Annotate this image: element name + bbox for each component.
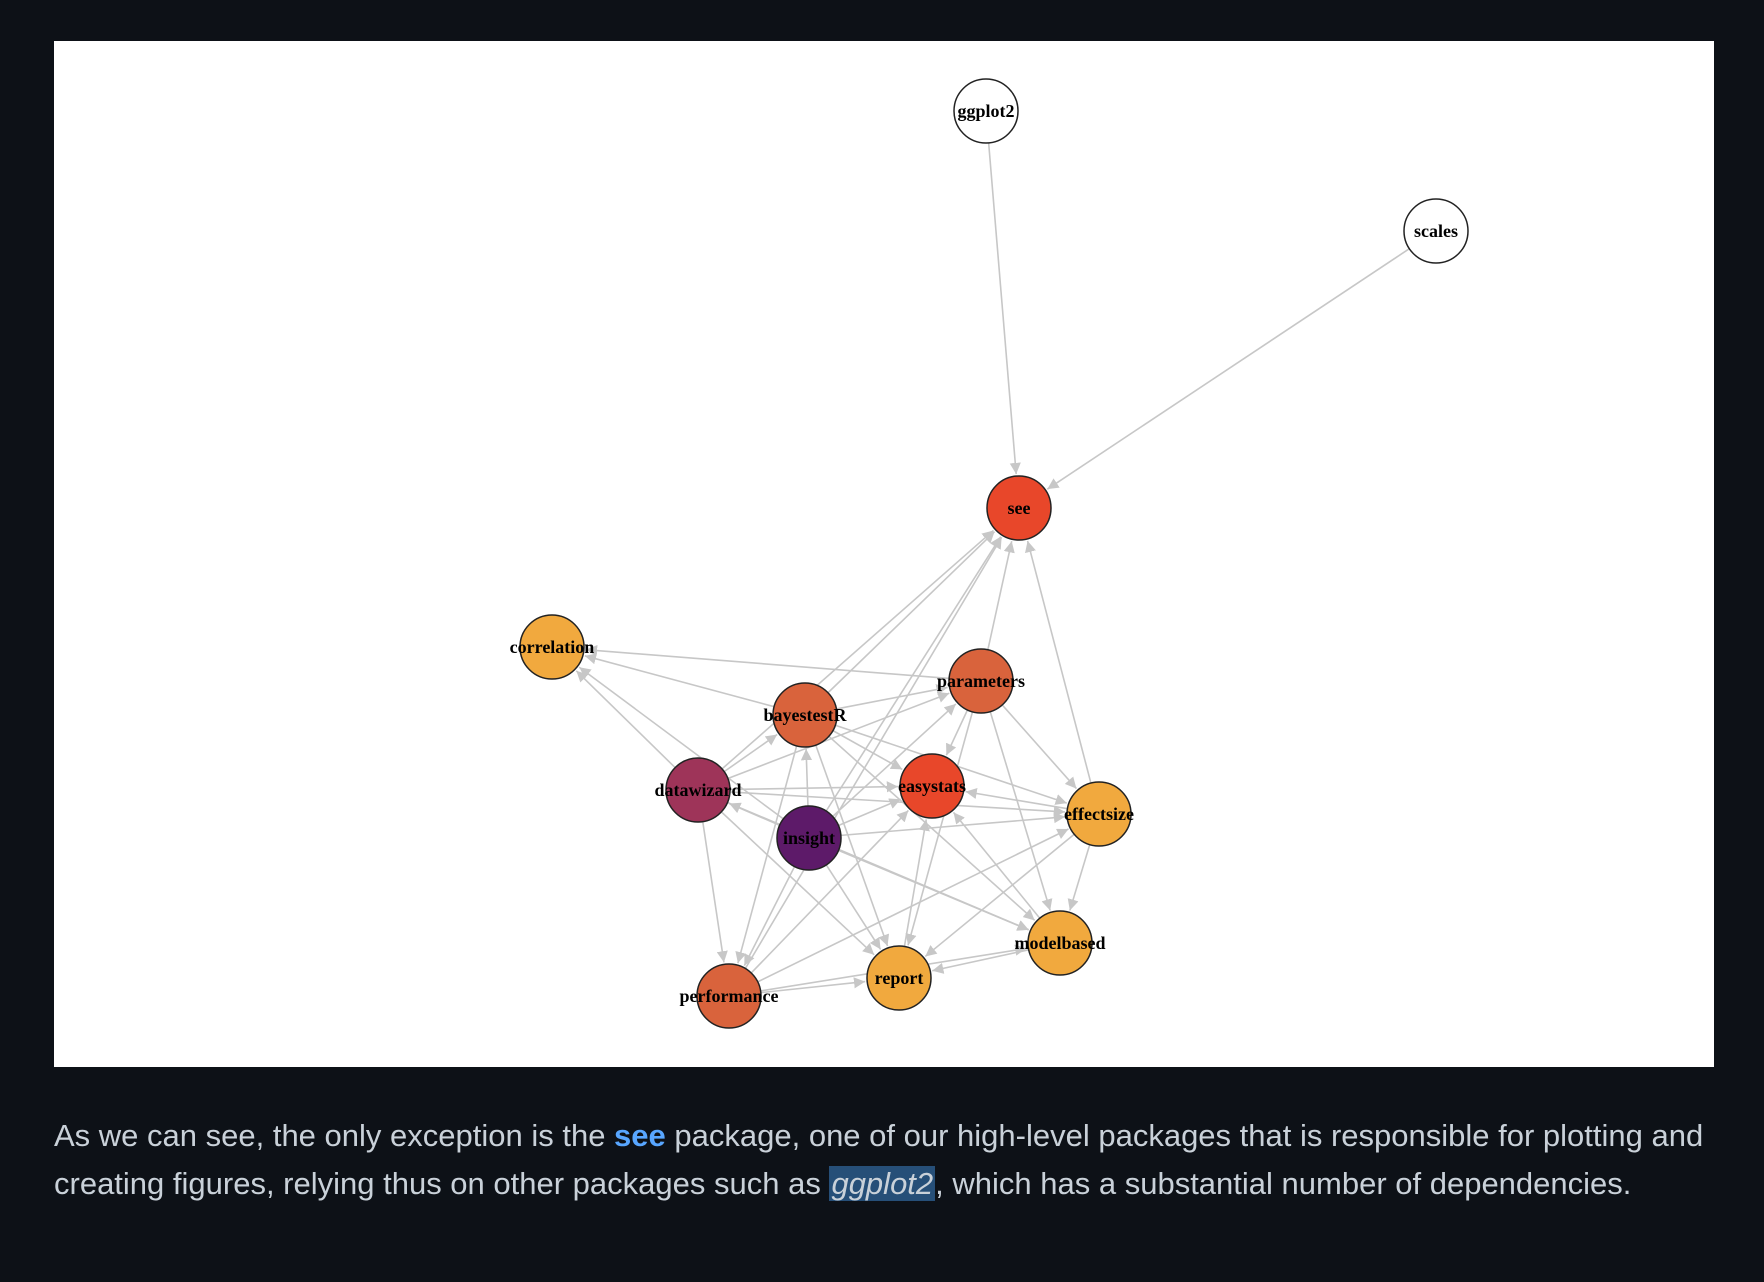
node-insight: insight bbox=[776, 805, 842, 871]
graph-edges bbox=[575, 142, 1410, 994]
node-circle-parameters bbox=[948, 648, 1014, 714]
edge-modelbased-to-easystats bbox=[952, 811, 1041, 919]
ggplot2-emphasis: ggplot2 bbox=[829, 1166, 936, 1201]
body-paragraph: As we can see, the only exception is the… bbox=[54, 1112, 1714, 1208]
edge-parameters-to-modelbased bbox=[989, 711, 1053, 911]
node-circle-bayestestR bbox=[772, 682, 838, 748]
edge-datawizard-to-bayestestR bbox=[723, 733, 778, 773]
node-circle-insight bbox=[776, 805, 842, 871]
node-label-modelbased: modelbased bbox=[1014, 933, 1105, 953]
node-label-datawizard: datawizard bbox=[655, 780, 742, 800]
edge-insight-to-bayestestR bbox=[800, 748, 813, 807]
edge-datawizard-to-performance bbox=[701, 821, 728, 963]
node-label-insight: insight bbox=[783, 828, 835, 848]
edge-bayestestR-to-see bbox=[827, 531, 996, 694]
node-label-scales: scales bbox=[1414, 221, 1458, 241]
node-label-ggplot2: ggplot2 bbox=[957, 101, 1014, 121]
edge-datawizard-to-effectsize bbox=[729, 791, 1066, 817]
node-performance: performance bbox=[680, 963, 779, 1029]
node-circle-ggplot2 bbox=[953, 78, 1019, 144]
edge-scales-to-see bbox=[1046, 248, 1410, 490]
edge-performance-to-easystats bbox=[750, 809, 909, 974]
edge-performance-to-report bbox=[760, 977, 866, 994]
node-label-parameters: parameters bbox=[937, 671, 1025, 691]
edge-effectsize-to-report bbox=[924, 833, 1075, 958]
paragraph-text-middle: package, one of our high-level packages … bbox=[54, 1118, 1704, 1201]
dependency-graph-svg: ggplot2 scales see correlation parameters bay… bbox=[510, 78, 1469, 1029]
edge-performance-to-effectsize bbox=[757, 828, 1069, 983]
edge-bayestestR-to-modelbased bbox=[828, 735, 1036, 921]
node-report: report bbox=[866, 945, 932, 1011]
edge-insight-to-performance bbox=[743, 866, 796, 967]
edge-insight-to-effectsize bbox=[840, 812, 1066, 837]
edge-bayestestR-to-report bbox=[815, 744, 890, 947]
node-label-performance: performance bbox=[680, 986, 779, 1006]
edge-parameters-to-correlation bbox=[585, 644, 950, 680]
edge-effectsize-to-see bbox=[1025, 540, 1092, 784]
node-label-effectsize: effectsize bbox=[1064, 804, 1134, 824]
node-circle-modelbased bbox=[1027, 910, 1093, 976]
edge-datawizard-to-modelbased bbox=[727, 801, 1029, 931]
edge-effectsize-to-modelbased bbox=[1067, 844, 1091, 911]
edge-ggplot2-to-see bbox=[987, 142, 1021, 475]
node-ggplot2: ggplot2 bbox=[953, 78, 1019, 144]
node-circle-performance bbox=[696, 963, 762, 1029]
node-datawizard: datawizard bbox=[655, 757, 742, 823]
edge-datawizard-to-see bbox=[721, 529, 994, 770]
paragraph-text-start: As we can see, the only exception is the bbox=[54, 1118, 615, 1153]
node-circle-effectsize bbox=[1066, 781, 1132, 847]
node-parameters: parameters bbox=[937, 648, 1025, 714]
node-see: see bbox=[986, 475, 1052, 541]
node-circle-see bbox=[986, 475, 1052, 541]
node-label-bayestestR: bayestestR bbox=[764, 705, 848, 725]
edge-insight-to-easystats bbox=[838, 798, 901, 827]
node-circle-easystats bbox=[899, 753, 965, 819]
edge-parameters-to-see bbox=[987, 541, 1015, 650]
edge-insight-to-report bbox=[825, 864, 882, 950]
node-circle-datawizard bbox=[665, 757, 731, 823]
node-circle-report bbox=[866, 945, 932, 1011]
edge-datawizard-to-correlation bbox=[575, 670, 676, 769]
see-package-link[interactable]: see bbox=[614, 1118, 666, 1153]
node-circle-scales bbox=[1403, 198, 1469, 264]
graph-nodes: ggplot2 scales see correlation parameters bay… bbox=[510, 78, 1469, 1029]
edge-datawizard-to-report bbox=[720, 811, 875, 956]
dependency-graph-figure: ggplot2 scales see correlation parameters bay… bbox=[54, 41, 1714, 1067]
node-easystats: easystats bbox=[898, 753, 966, 819]
edge-insight-to-see bbox=[825, 536, 1002, 812]
edge-modelbased-to-report bbox=[932, 949, 1029, 974]
node-label-correlation: correlation bbox=[510, 637, 595, 657]
edge-parameters-to-effectsize bbox=[1001, 704, 1078, 790]
edge-parameters-to-report bbox=[905, 711, 974, 946]
edge-parameters-to-easystats bbox=[945, 709, 969, 756]
edge-bayestestR-to-parameters bbox=[836, 684, 948, 710]
edge-datawizard-to-easystats bbox=[729, 781, 899, 793]
node-circle-correlation bbox=[519, 614, 585, 680]
edge-bayestestR-to-easystats bbox=[832, 729, 903, 771]
edge-bayestestR-to-correlation bbox=[584, 653, 775, 708]
node-scales: scales bbox=[1403, 198, 1469, 264]
edge-datawizard-to-parameters bbox=[727, 692, 950, 780]
edge-bayestestR-to-performance bbox=[735, 745, 798, 964]
node-label-report: report bbox=[875, 968, 924, 988]
cut-off-text-line bbox=[54, 0, 1714, 18]
paragraph-text-end: , which has a substantial number of depe… bbox=[935, 1166, 1632, 1201]
node-modelbased: modelbased bbox=[1014, 910, 1106, 976]
node-effectsize: effectsize bbox=[1064, 781, 1134, 847]
node-label-easystats: easystats bbox=[898, 776, 966, 796]
node-label-see: see bbox=[1008, 498, 1031, 518]
node-correlation: correlation bbox=[510, 614, 595, 680]
node-bayestestR: bayestestR bbox=[764, 682, 848, 748]
